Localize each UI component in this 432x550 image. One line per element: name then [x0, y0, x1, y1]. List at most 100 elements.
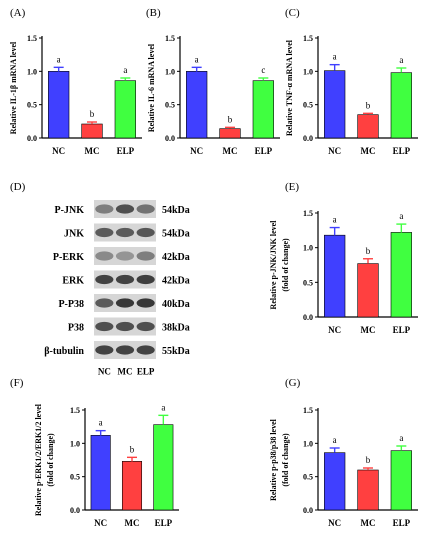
blot-row-erk: ERK 42kDa [62, 270, 190, 289]
y-tick-label: 0.5 [303, 101, 313, 110]
protein-label: ERK [62, 276, 84, 287]
bar-elp [153, 424, 174, 511]
y-tick-label: 0.5 [303, 278, 313, 287]
x-tick-label-nc: NC [328, 325, 341, 335]
blot-band [136, 345, 155, 355]
y-tick-label: 1.5 [303, 209, 313, 218]
blot-row-p-jnk: P-JNK 54kDa [55, 200, 190, 218]
bar-chart-b: (B) 0.0 0.5 1.0 1.5 Relative IL-6 mRNA level a… [146, 7, 280, 156]
blot-band [95, 298, 114, 308]
lane-label-elp: ELP [137, 367, 155, 377]
significance-letter: b [366, 455, 371, 465]
bar-elp [114, 80, 136, 139]
y-tick-label: 0.0 [27, 134, 37, 143]
molecular-weight-label: 40kDa [162, 299, 190, 310]
blot-band [136, 298, 155, 308]
protein-label: P38 [68, 323, 84, 334]
bar-chart-f: (F) 0.0 0.5 1.0 1.5 Relative p-ERK1/2/ERK1/2 … [10, 377, 179, 528]
blot-band [115, 345, 135, 355]
significance-letter: c [261, 65, 265, 75]
y-axis-label: Relative TNF-α mRNA level [285, 39, 294, 136]
y-tick-label: 1.0 [303, 67, 313, 76]
protein-label: P-JNK [55, 205, 85, 216]
panel-letter: (C) [285, 7, 300, 19]
x-tick-label-mc: MC [361, 325, 376, 335]
panels: (A) 0.0 0.5 1.0 1.5 Relative IL-1β mRNA level… [9, 7, 418, 528]
significance-letter: a [399, 55, 403, 65]
x-tick-label-mc: MC [361, 146, 376, 156]
y-tick-label: 1.0 [27, 67, 37, 76]
bar-mc [81, 123, 103, 139]
bar-elp [252, 80, 274, 139]
x-tick-label-elp: ELP [255, 146, 273, 156]
blot-band [95, 251, 114, 261]
y-axis-label-2: (fold of change) [46, 433, 55, 487]
x-tick-label-mc: MC [85, 146, 100, 156]
y-axis-label-2: (fold of change) [281, 433, 290, 487]
y-axis-label: Relative IL-6 mRNA level [147, 43, 156, 132]
lane-label-mc: MC [118, 367, 133, 377]
blot-band [115, 298, 135, 308]
significance-letter: a [123, 65, 127, 75]
bar-mc [357, 469, 379, 511]
y-tick-label: 1.0 [70, 439, 80, 448]
x-tick-label-elp: ELP [393, 325, 411, 335]
blot-band [115, 274, 135, 285]
bar-mc [121, 461, 143, 511]
bar-nc [324, 70, 346, 139]
blot-band [115, 227, 135, 238]
bar-elp [390, 232, 412, 318]
y-axis-label: Relative p-JNK/JNK level [269, 220, 278, 310]
y-tick-label: 1.5 [165, 34, 175, 43]
bar-mc [357, 263, 379, 318]
blot-row-jnk: JNK 54kDa [64, 223, 190, 242]
significance-letter: b [90, 109, 95, 119]
x-tick-label-elp: ELP [155, 518, 173, 528]
y-axis-label-2: (fold of change) [281, 238, 290, 292]
y-tick-label: 0.5 [27, 101, 37, 110]
bar-mc [357, 114, 379, 139]
y-tick-label: 1.5 [70, 406, 80, 415]
x-tick-label-nc: NC [328, 518, 341, 528]
y-tick-label: 1.5 [27, 34, 37, 43]
y-tick-label: 1.5 [303, 34, 313, 43]
bar-nc [90, 435, 111, 511]
blot-band [95, 274, 114, 285]
bar-elp [390, 450, 412, 511]
blot-band [115, 204, 135, 214]
molecular-weight-label: 38kDa [162, 323, 190, 334]
panel-letter: (A) [10, 7, 26, 19]
x-tick-label-elp: ELP [117, 146, 135, 156]
x-tick-label-mc: MC [361, 518, 376, 528]
blot-band [95, 204, 114, 214]
bar-chart-a: (A) 0.0 0.5 1.0 1.5 Relative IL-1β mRNA level… [9, 7, 142, 156]
significance-letter: a [333, 215, 337, 225]
significance-letter: b [366, 246, 371, 256]
significance-letter: a [333, 52, 337, 62]
x-tick-label-nc: NC [190, 146, 203, 156]
bar-nc [48, 71, 70, 139]
lane-label-nc: NC [98, 367, 111, 377]
bar-mc [219, 128, 241, 139]
molecular-weight-label: 54kDa [162, 229, 190, 240]
blot-band [136, 204, 155, 214]
blot-band [136, 251, 155, 261]
significance-letter: b [130, 444, 135, 454]
x-tick-label-nc: NC [94, 518, 107, 528]
protein-label: P-P38 [58, 299, 84, 310]
bar-nc [186, 71, 208, 139]
y-tick-label: 1.0 [165, 67, 175, 76]
blot-band [95, 345, 114, 355]
x-tick-label-mc: MC [223, 146, 238, 156]
panel-letter: (D) [10, 181, 26, 193]
y-axis-label: Relative p-ERK1/2/ERK1/2 level [34, 403, 43, 516]
y-tick-label: 0.0 [165, 134, 175, 143]
y-axis-label: Relative IL-1β mRNA level [9, 41, 18, 134]
protein-label: β-tubulin [44, 346, 84, 357]
blot-band [136, 274, 155, 285]
molecular-weight-label: 42kDa [162, 276, 190, 287]
x-tick-label-nc: NC [328, 146, 341, 156]
significance-letter: a [333, 435, 337, 445]
